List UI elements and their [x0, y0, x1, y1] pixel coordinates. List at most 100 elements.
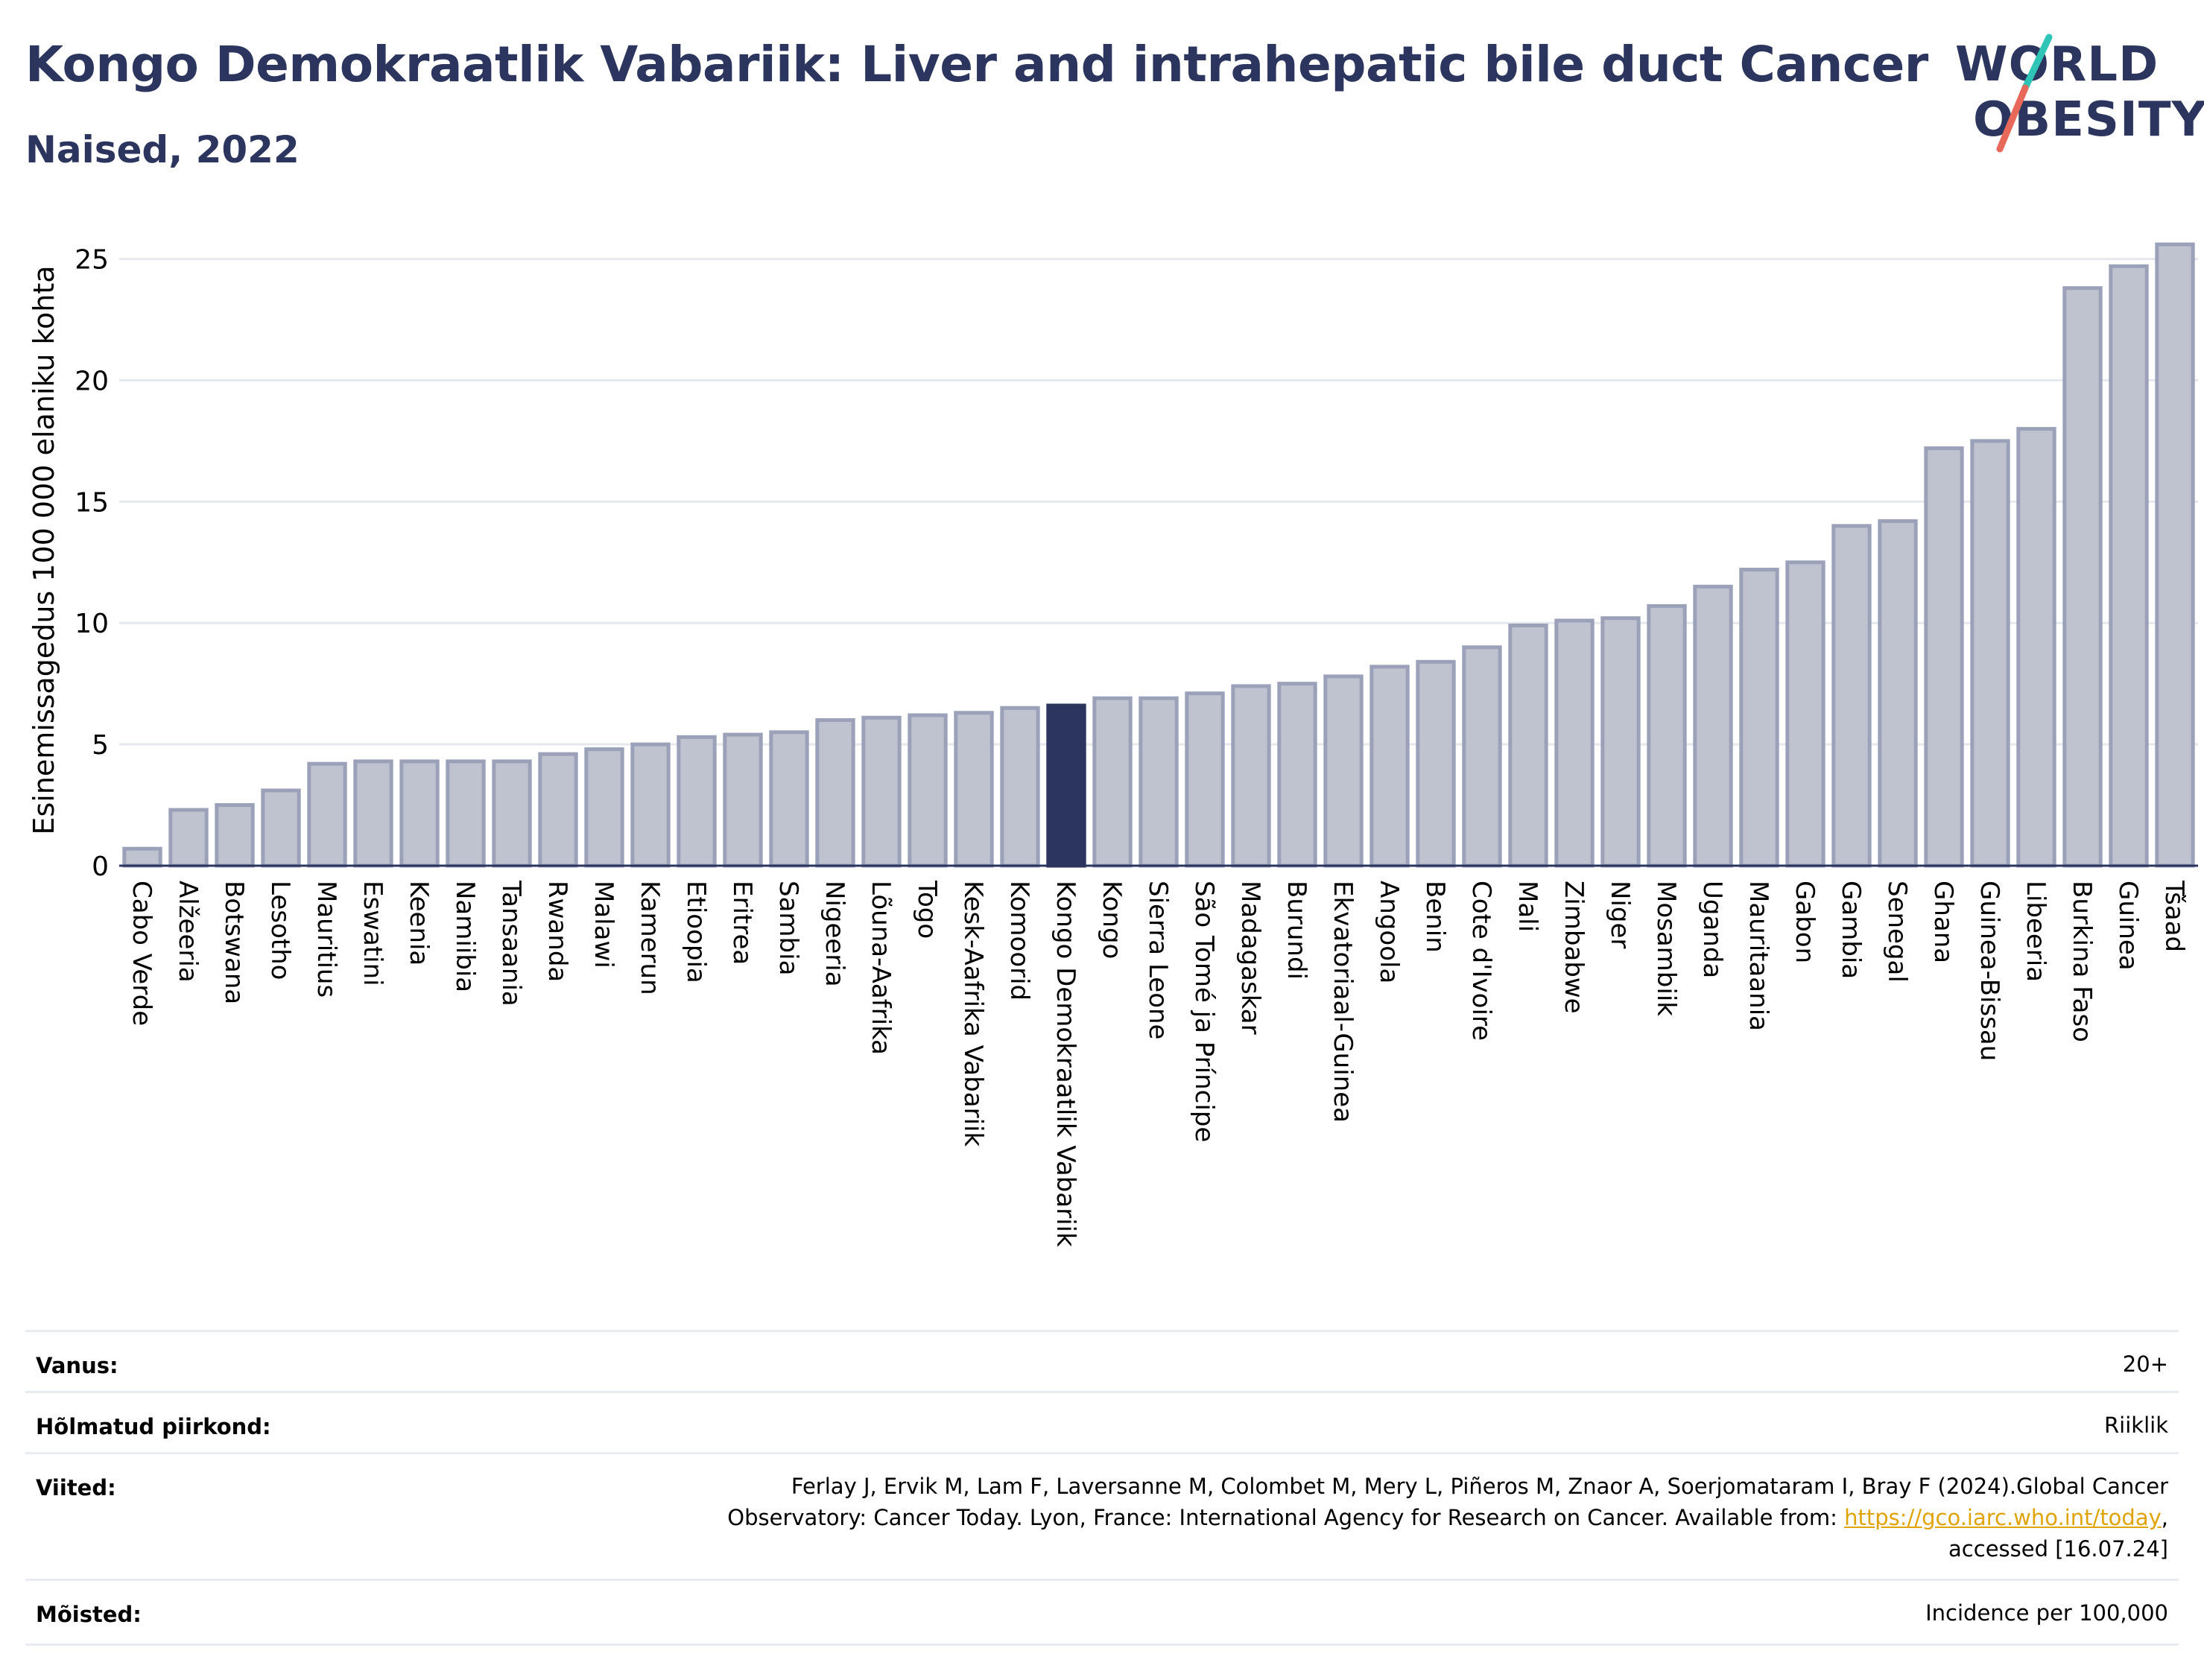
bar [1000, 706, 1040, 868]
bar [2109, 264, 2149, 868]
bar [1970, 439, 2010, 868]
bar [1508, 623, 1548, 868]
bar [492, 759, 532, 868]
x-tick-label: Komoorid [1004, 881, 1034, 1001]
reference-link[interactable]: https://gco.iarc.who.int/today [1844, 1505, 2162, 1530]
y-tick-label: 5 [92, 730, 109, 761]
info-row-area: Hõlmatud piirkond: Riiklik [25, 1391, 2179, 1454]
bar [584, 747, 624, 868]
x-tick-label: Ekvatoriaal-Guinea [1328, 881, 1358, 1123]
x-tick-label: Etioopia [681, 881, 711, 983]
world-obesity-logo: WORLD OBESITY [1937, 30, 2204, 156]
x-tick-label: Alžeeria [173, 881, 203, 983]
bar [1369, 665, 1410, 868]
x-tick-label: Ghana [1928, 881, 1958, 963]
x-tick-label: Niger [1605, 881, 1635, 948]
y-tick-label: 10 [75, 609, 109, 639]
x-tick-label: Angoola [1374, 881, 1404, 983]
bar [353, 759, 393, 868]
bar [1462, 645, 1502, 868]
info-row-references: Viited: Ferlay J, Ervik M, Lam F, Lavers… [25, 1452, 2179, 1581]
x-tick-label: Uganda [1697, 881, 1727, 978]
x-tick-label: Kesk-Aafrika Vabariik [958, 881, 988, 1147]
x-tick-label: Malawi [589, 881, 618, 969]
reference-line-2-text: Observatory: Cancer Today. Lyon, France:… [727, 1505, 1845, 1530]
x-tick-label: Sierra Leone [1143, 881, 1173, 1039]
x-tick-label: Namiibia [450, 881, 480, 992]
bar [1231, 684, 1271, 868]
x-tick-label: Kongo Demokraatlik Vabariik [1051, 881, 1080, 1247]
info-row-age: Vanus: 20+ [25, 1330, 2179, 1393]
bar [1139, 696, 1179, 868]
x-tick-label: São Tomé ja Príncipe [1189, 881, 1219, 1142]
logo-line1: WORLD [1955, 37, 2159, 92]
bar [1600, 616, 1641, 868]
bar-chart: 0 5 10 15 20 25 Esinemissagedus 100 000 elanik… [28, 242, 2198, 1247]
y-tick-label: 25 [75, 245, 109, 276]
bar [446, 759, 486, 868]
x-tick-label: Rwanda [542, 881, 572, 982]
bar [1554, 618, 1595, 868]
bar [1323, 674, 1364, 868]
x-tick-label: Burkina Faso [2067, 881, 2097, 1042]
bar [630, 742, 671, 868]
x-tick-label: Gabon [1790, 881, 1820, 963]
y-axis-label: Esinemissagedus 100 000 elaniku kohta [28, 265, 60, 834]
y-tick-label: 0 [92, 852, 109, 882]
x-tick-label: Eritrea [727, 881, 757, 965]
bar [215, 803, 255, 868]
bar [1647, 603, 1687, 868]
page-subtitle: Naised, 2022 [25, 128, 300, 171]
x-tick-label: Mauritius [311, 881, 341, 998]
age-value: 20+ [2122, 1351, 2168, 1377]
x-tick-label: Tansaania [496, 880, 526, 1007]
x-tick-label: Burundi [1282, 881, 1311, 980]
bar [399, 759, 440, 868]
x-tick-label: Cote d'Ivoire [1466, 881, 1496, 1041]
references-label: Viited: [36, 1475, 116, 1500]
bar [538, 752, 578, 868]
bar [2016, 427, 2056, 868]
bar [1831, 524, 1872, 868]
y-tick-label: 20 [75, 366, 109, 396]
bar [723, 732, 763, 868]
logo-slash-icon [1996, 34, 2053, 153]
x-tick-label: Madagaskar [1235, 881, 1265, 1035]
bar [908, 713, 948, 868]
x-tick-label: Nigeeria [820, 881, 849, 987]
reference-line-2: Observatory: Cancer Today. Lyon, France:… [727, 1502, 2168, 1533]
x-tick-label: Gambia [1836, 881, 1866, 979]
bar [261, 788, 301, 868]
area-label: Hõlmatud piirkond: [36, 1414, 271, 1439]
bar [1416, 659, 1456, 868]
definitions-label: Mõisted: [36, 1602, 142, 1627]
bar [815, 718, 855, 868]
x-tick-label: Guinea-Bissau [1975, 881, 2004, 1061]
x-tick-label: Senegal [1882, 881, 1912, 983]
bar [1092, 696, 1133, 868]
x-tick-label: Togo [912, 880, 942, 939]
x-tick-label: Tšaad [2159, 880, 2189, 952]
reference-line-1: Ferlay J, Ervik M, Lam F, Laversanne M, … [791, 1474, 2168, 1499]
x-tick-label: Kongo [1097, 881, 1127, 959]
bar [1185, 691, 1225, 868]
definitions-value: Incidence per 100,000 [1925, 1600, 2168, 1626]
x-tick-label: Keenia [404, 881, 434, 966]
x-tick-label: Cabo Verde [127, 881, 156, 1026]
bar [769, 730, 809, 868]
references-value: Ferlay J, Ervik M, Lam F, Laversanne M, … [727, 1471, 2168, 1565]
x-tick-label: Lesotho [265, 881, 295, 980]
bar [1785, 560, 1825, 868]
bar [1739, 568, 1779, 868]
x-tick-label: Zimbabwe [1559, 881, 1589, 1014]
bar [1046, 703, 1086, 868]
x-tick-label: Kamerun [635, 881, 665, 995]
x-tick-label: Benin [1420, 881, 1450, 953]
bar [122, 846, 162, 868]
bar [168, 808, 209, 868]
x-tick-label: Eswatini [358, 881, 387, 986]
y-tick-label: 15 [75, 487, 109, 518]
x-tick-label: Sambia [773, 881, 803, 975]
bar [1924, 446, 1964, 868]
reference-line-2-end: , [2161, 1505, 2168, 1530]
